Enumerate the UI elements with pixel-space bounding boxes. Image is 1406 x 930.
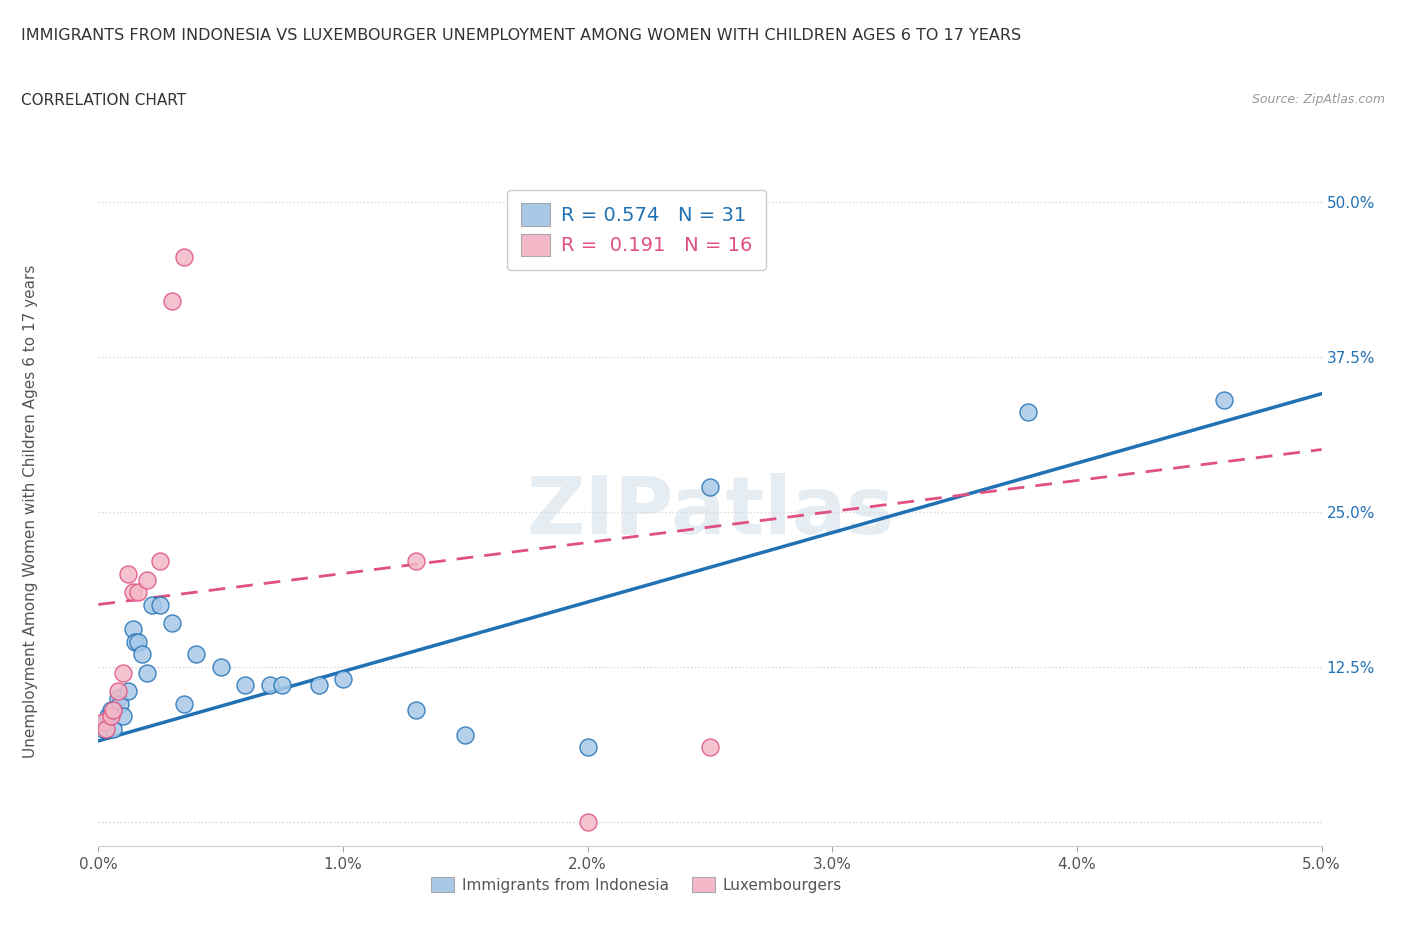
- Legend: Immigrants from Indonesia, Luxembourgers: Immigrants from Indonesia, Luxembourgers: [426, 870, 848, 899]
- Point: [136, 665, 159, 680]
- Point: [94, 721, 117, 736]
- Point: [699, 739, 721, 754]
- Point: [100, 709, 122, 724]
- Point: [259, 678, 281, 693]
- Point: [107, 690, 129, 705]
- Point: [160, 293, 183, 308]
- Point: [141, 597, 163, 612]
- Point: [1212, 392, 1234, 407]
- Point: [173, 250, 195, 265]
- Point: [110, 697, 132, 711]
- Point: [136, 572, 159, 587]
- Point: [121, 622, 143, 637]
- Point: [405, 702, 427, 717]
- Point: [332, 671, 354, 686]
- Text: ZIPatlas: ZIPatlas: [526, 472, 894, 551]
- Point: [131, 646, 153, 661]
- Text: Unemployment Among Women with Children Ages 6 to 17 years: Unemployment Among Women with Children A…: [24, 265, 38, 758]
- Text: IMMIGRANTS FROM INDONESIA VS LUXEMBOURGER UNEMPLOYMENT AMONG WOMEN WITH CHILDREN: IMMIGRANTS FROM INDONESIA VS LUXEMBOURGE…: [21, 28, 1021, 43]
- Point: [101, 702, 124, 717]
- Point: [91, 721, 114, 736]
- Point: [173, 697, 195, 711]
- Point: [101, 721, 124, 736]
- Point: [149, 553, 172, 568]
- Point: [117, 566, 139, 581]
- Point: [233, 678, 256, 693]
- Point: [209, 659, 232, 674]
- Point: [127, 634, 149, 649]
- Text: Source: ZipAtlas.com: Source: ZipAtlas.com: [1251, 93, 1385, 106]
- Point: [186, 646, 208, 661]
- Point: [454, 727, 477, 742]
- Point: [405, 553, 427, 568]
- Point: [94, 715, 117, 730]
- Point: [100, 702, 122, 717]
- Point: [160, 616, 183, 631]
- Point: [111, 709, 134, 724]
- Point: [124, 634, 146, 649]
- Point: [308, 678, 330, 693]
- Point: [127, 585, 149, 600]
- Point: [121, 585, 143, 600]
- Point: [97, 709, 120, 724]
- Point: [576, 739, 599, 754]
- Point: [91, 715, 114, 730]
- Point: [576, 814, 599, 829]
- Point: [107, 684, 129, 698]
- Text: CORRELATION CHART: CORRELATION CHART: [21, 93, 186, 108]
- Point: [270, 678, 292, 693]
- Point: [149, 597, 172, 612]
- Point: [1017, 405, 1039, 419]
- Point: [699, 479, 721, 494]
- Point: [117, 684, 139, 698]
- Point: [111, 665, 134, 680]
